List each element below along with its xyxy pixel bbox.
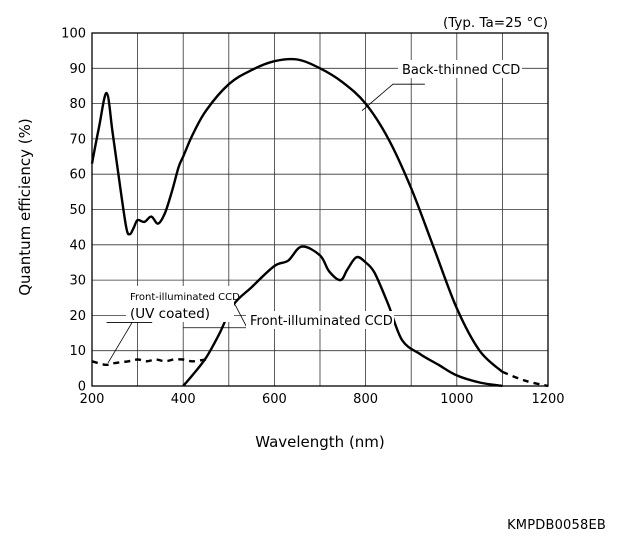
y-tick-label: 0 bbox=[78, 380, 86, 395]
back-thinned-label: Back-thinned CCD bbox=[402, 63, 520, 78]
x-tick-label: 400 bbox=[171, 392, 196, 407]
y-tick-label: 100 bbox=[61, 27, 86, 42]
y-tick-label: 20 bbox=[69, 309, 86, 324]
front-illuminated-label: Front-illuminated CCD bbox=[250, 314, 393, 329]
x-tick-label: 600 bbox=[262, 392, 287, 407]
y-axis-label: Quantum efficiency (%) bbox=[16, 118, 34, 296]
x-tick-label: 800 bbox=[353, 392, 378, 407]
plot-frame bbox=[91, 32, 549, 387]
y-tick-label: 80 bbox=[69, 97, 86, 112]
series-line-back-thinned-ccd bbox=[90, 57, 504, 373]
back-thinned-leader bbox=[361, 83, 425, 111]
series-line-back-thinned-ccd-extrapolated bbox=[501, 370, 549, 388]
y-tick-label: 50 bbox=[69, 203, 86, 218]
chart-note: (Typ. Ta=25 °C) bbox=[443, 15, 548, 31]
y-tick-label: 40 bbox=[69, 238, 86, 253]
x-tick-label: 1200 bbox=[531, 392, 564, 407]
x-tick-label: 1000 bbox=[440, 392, 473, 407]
y-tick-label: 60 bbox=[69, 168, 86, 183]
y-tick-label: 30 bbox=[69, 274, 86, 289]
y-tick-label: 90 bbox=[69, 62, 86, 77]
x-axis-label: Wavelength (nm) bbox=[255, 433, 385, 451]
uv-coated-label-bg bbox=[126, 286, 234, 322]
front-illuminated-label-bg bbox=[246, 311, 394, 329]
uv-coated-leader bbox=[106, 322, 153, 364]
x-tick-labels: 200 400 600 800 1000 1200 bbox=[80, 392, 565, 407]
x-tick-label: 200 bbox=[80, 392, 105, 407]
y-tick-label: 70 bbox=[69, 132, 86, 147]
back-thinned-label-bg bbox=[398, 60, 522, 78]
chart-grid bbox=[91, 32, 549, 387]
uv-coated-label-line2: (UV coated) bbox=[130, 306, 210, 322]
figure-code: KMPDB0058EB bbox=[507, 518, 606, 533]
y-tick-label: 10 bbox=[69, 344, 86, 359]
uv-coated-label-line1: Front-illuminated CCD bbox=[130, 292, 240, 303]
series-line-front-illuminated-ccd-uv-coated bbox=[91, 358, 207, 367]
y-tick-labels: 0 10 20 30 40 50 60 70 80 90 100 bbox=[61, 27, 86, 395]
